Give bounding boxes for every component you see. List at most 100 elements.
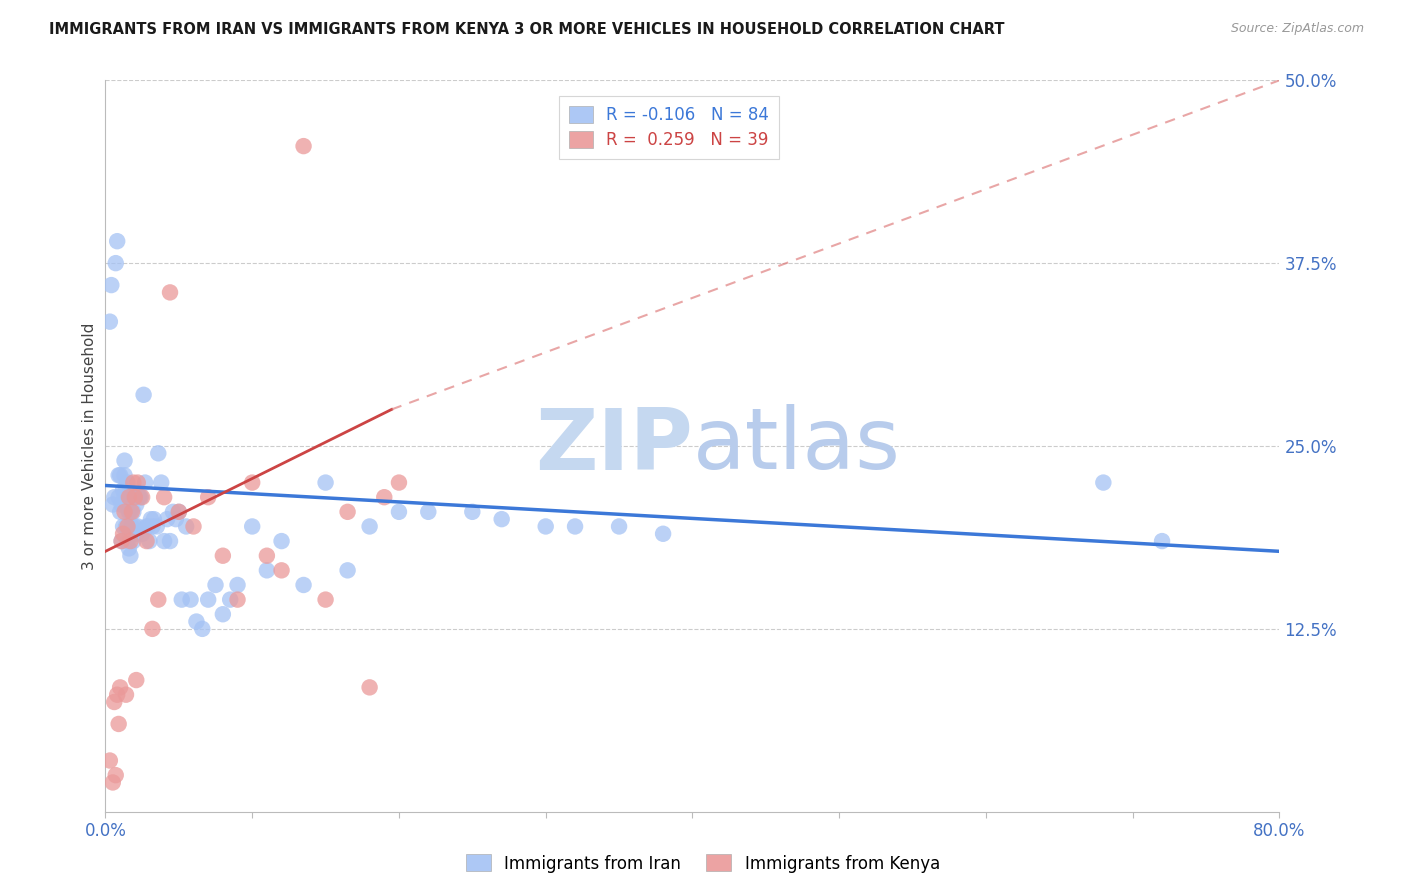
Point xyxy=(125,498,148,512)
Point xyxy=(117,475,139,490)
Point xyxy=(491,512,513,526)
Point xyxy=(108,468,131,483)
Point xyxy=(174,519,197,533)
Point xyxy=(1092,475,1115,490)
Point xyxy=(564,519,586,533)
Legend: R = -0.106   N = 84, R =  0.259   N = 39: R = -0.106 N = 84, R = 0.259 N = 39 xyxy=(560,96,779,159)
Point xyxy=(112,526,135,541)
Point xyxy=(117,498,139,512)
Point xyxy=(136,519,159,533)
Point xyxy=(101,498,124,512)
Point xyxy=(359,519,381,533)
Point xyxy=(534,519,557,533)
Point xyxy=(103,695,125,709)
Point xyxy=(105,234,128,248)
Point xyxy=(211,607,233,622)
Point xyxy=(240,475,263,490)
Legend: Immigrants from Iran, Immigrants from Kenya: Immigrants from Iran, Immigrants from Ke… xyxy=(460,847,946,880)
Point xyxy=(134,475,156,490)
Point xyxy=(108,681,131,695)
Point xyxy=(270,563,292,577)
Point xyxy=(107,468,129,483)
Point xyxy=(120,549,142,563)
Point xyxy=(315,592,337,607)
Point xyxy=(115,483,138,497)
Point xyxy=(607,519,630,533)
Point xyxy=(120,505,142,519)
Point xyxy=(240,519,263,533)
Point xyxy=(226,592,249,607)
Point xyxy=(124,490,146,504)
Point xyxy=(1150,534,1173,549)
Point xyxy=(292,139,315,153)
Point xyxy=(108,505,131,519)
Point xyxy=(146,519,169,533)
Point xyxy=(292,578,315,592)
Point xyxy=(117,519,139,533)
Point xyxy=(256,563,278,577)
Point xyxy=(103,490,125,504)
Point xyxy=(388,505,411,519)
Point xyxy=(373,490,395,504)
Point xyxy=(139,512,162,526)
Point xyxy=(120,534,142,549)
Point xyxy=(359,681,381,695)
Point xyxy=(162,505,184,519)
Point xyxy=(118,541,141,556)
Point xyxy=(118,505,141,519)
Point xyxy=(112,519,135,533)
Point xyxy=(165,512,187,526)
Point xyxy=(114,453,136,467)
Y-axis label: 3 or more Vehicles in Household: 3 or more Vehicles in Household xyxy=(82,322,97,570)
Point xyxy=(388,475,411,490)
Text: atlas: atlas xyxy=(692,404,900,488)
Point xyxy=(104,768,127,782)
Point xyxy=(336,505,359,519)
Point xyxy=(122,534,145,549)
Text: Source: ZipAtlas.com: Source: ZipAtlas.com xyxy=(1230,22,1364,36)
Text: IMMIGRANTS FROM IRAN VS IMMIGRANTS FROM KENYA 3 OR MORE VEHICLES IN HOUSEHOLD CO: IMMIGRANTS FROM IRAN VS IMMIGRANTS FROM … xyxy=(49,22,1005,37)
Point xyxy=(461,505,484,519)
Point xyxy=(159,534,181,549)
Point xyxy=(170,592,193,607)
Point xyxy=(315,475,337,490)
Point xyxy=(124,490,146,504)
Point xyxy=(114,468,136,483)
Point xyxy=(135,519,157,533)
Point xyxy=(336,563,359,577)
Point xyxy=(127,475,149,490)
Point xyxy=(125,673,148,687)
Point xyxy=(141,519,163,533)
Point xyxy=(117,534,139,549)
Point xyxy=(100,278,122,293)
Point xyxy=(652,526,675,541)
Point xyxy=(110,498,132,512)
Point xyxy=(197,592,219,607)
Point xyxy=(125,526,148,541)
Point xyxy=(197,490,219,504)
Point xyxy=(180,592,202,607)
Point xyxy=(121,490,143,504)
Point xyxy=(118,490,141,504)
Point xyxy=(98,315,121,329)
Point xyxy=(270,534,292,549)
Point xyxy=(110,534,132,549)
Point xyxy=(156,512,179,526)
Point xyxy=(183,519,205,533)
Point xyxy=(129,490,152,504)
Point xyxy=(115,688,138,702)
Point xyxy=(107,490,129,504)
Point xyxy=(107,717,129,731)
Text: ZIP: ZIP xyxy=(534,404,692,488)
Point xyxy=(114,505,136,519)
Point xyxy=(167,505,190,519)
Point xyxy=(127,519,149,533)
Point xyxy=(141,622,163,636)
Point xyxy=(115,519,138,533)
Point xyxy=(142,512,165,526)
Point xyxy=(219,592,242,607)
Point xyxy=(105,688,128,702)
Point xyxy=(226,578,249,592)
Point xyxy=(204,578,226,592)
Point xyxy=(418,505,440,519)
